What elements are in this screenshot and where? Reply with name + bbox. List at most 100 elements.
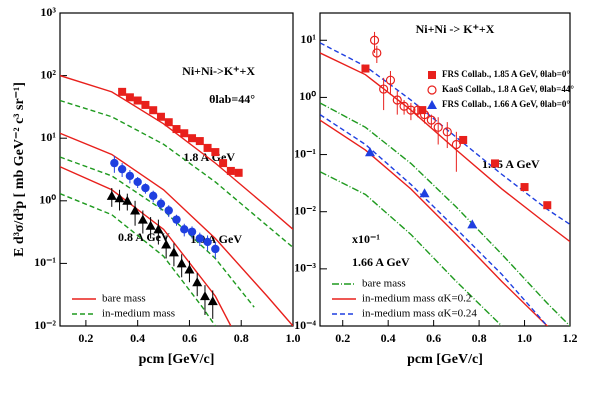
marker (172, 215, 181, 224)
y-tick-label: 10⁻¹ (294, 146, 316, 160)
legend-label: FRS Collab., 1.85 A GeV, θlab=0° (442, 69, 570, 79)
marker (172, 125, 181, 134)
annotation: x10⁻¹ (352, 232, 380, 246)
marker (168, 247, 179, 257)
marker (467, 219, 478, 229)
curve (60, 193, 216, 326)
marker (187, 227, 197, 236)
annotation: Ni+Ni->K⁺+X (182, 64, 255, 78)
x-tick-label: 0.6 (426, 331, 441, 345)
marker (110, 158, 119, 168)
marker (234, 168, 243, 177)
marker (426, 115, 436, 125)
marker (419, 110, 430, 120)
marker (372, 48, 382, 58)
x-tick-label: 0.8 (472, 331, 487, 345)
marker (153, 224, 164, 234)
y-tick-label: 10¹ (300, 32, 316, 46)
marker (149, 191, 158, 201)
curve (60, 132, 293, 326)
x-axis-label: pcm [GeV/c] (139, 352, 215, 367)
marker (164, 206, 173, 215)
marker (385, 75, 396, 85)
marker (106, 190, 117, 200)
y-tick-label: 10³ (40, 5, 56, 19)
marker (399, 101, 409, 111)
x-axis-label: pcm [GeV/c] (407, 352, 483, 367)
y-tick-label: 10⁻⁴ (294, 318, 316, 332)
y-tick-label: 10² (40, 67, 56, 81)
annotation: 1.66 A GeV (352, 255, 410, 269)
marker (125, 171, 135, 181)
curve (60, 99, 293, 248)
marker (141, 183, 150, 193)
y-tick-label: 10⁻² (34, 318, 56, 332)
marker (184, 264, 195, 274)
x-tick-label: 0.4 (130, 331, 145, 345)
plot-frame (59, 12, 294, 327)
marker (427, 85, 437, 95)
x-tick-label: 1.0 (286, 331, 301, 345)
marker (491, 159, 499, 168)
marker (520, 183, 529, 192)
y-tick-label: 10¹ (40, 130, 56, 144)
curve (320, 114, 548, 326)
marker (137, 214, 148, 224)
annotation: Ni+Ni -> K⁺+X (416, 22, 495, 36)
marker (133, 177, 142, 187)
marker (406, 105, 416, 115)
curve (60, 156, 255, 308)
marker (207, 296, 218, 306)
legend-label: in-medium mass αK=0.2 (362, 293, 471, 305)
legend-label: in-medium mass αK=0.24 (362, 308, 477, 320)
marker (180, 129, 189, 138)
marker (451, 139, 461, 150)
marker (156, 199, 166, 208)
marker (195, 234, 204, 243)
marker (161, 239, 172, 249)
legend-label: bare mass (362, 278, 406, 290)
annotation: θlab=44° (209, 92, 255, 106)
marker (459, 135, 468, 144)
x-tick-label: 0.4 (381, 331, 396, 345)
y-tick-label: 10⁻² (294, 203, 316, 217)
marker (199, 291, 210, 301)
marker (156, 112, 165, 121)
y-axis-label: E d³σ/d³p [ mb GeV⁻² c³ sr⁻¹] (12, 82, 27, 257)
marker (427, 100, 437, 109)
marker (149, 106, 158, 115)
y-tick-label: 10⁻³ (294, 261, 316, 275)
curve (60, 166, 232, 326)
legend-label: KaoS Collab., 1.8 A GeV, θlab=44° (442, 84, 574, 94)
y-tick-label: 10⁻¹ (34, 255, 56, 269)
marker (361, 64, 370, 73)
marker (114, 193, 125, 203)
marker (130, 205, 141, 215)
marker (118, 87, 127, 96)
curve (60, 74, 293, 230)
marker (192, 277, 203, 287)
marker (442, 127, 452, 137)
x-tick-label: 1.0 (517, 331, 532, 345)
marker (117, 164, 127, 174)
marker (164, 118, 173, 127)
marker (413, 105, 423, 115)
plot-frame (319, 12, 571, 327)
marker (203, 143, 212, 152)
marker (365, 147, 375, 157)
marker (428, 71, 436, 79)
y-tick-label: 10⁰ (299, 89, 316, 103)
marker (203, 237, 212, 247)
x-tick-label: 0.6 (182, 331, 197, 345)
marker (211, 244, 220, 254)
marker (226, 166, 235, 175)
y-tick-label: 10⁰ (39, 193, 56, 207)
marker (392, 95, 402, 105)
marker (180, 225, 189, 234)
marker (543, 201, 552, 210)
curve (320, 119, 549, 326)
x-tick-label: 0.8 (234, 331, 249, 345)
x-tick-label: 1.2 (563, 331, 578, 345)
curve (320, 171, 503, 326)
